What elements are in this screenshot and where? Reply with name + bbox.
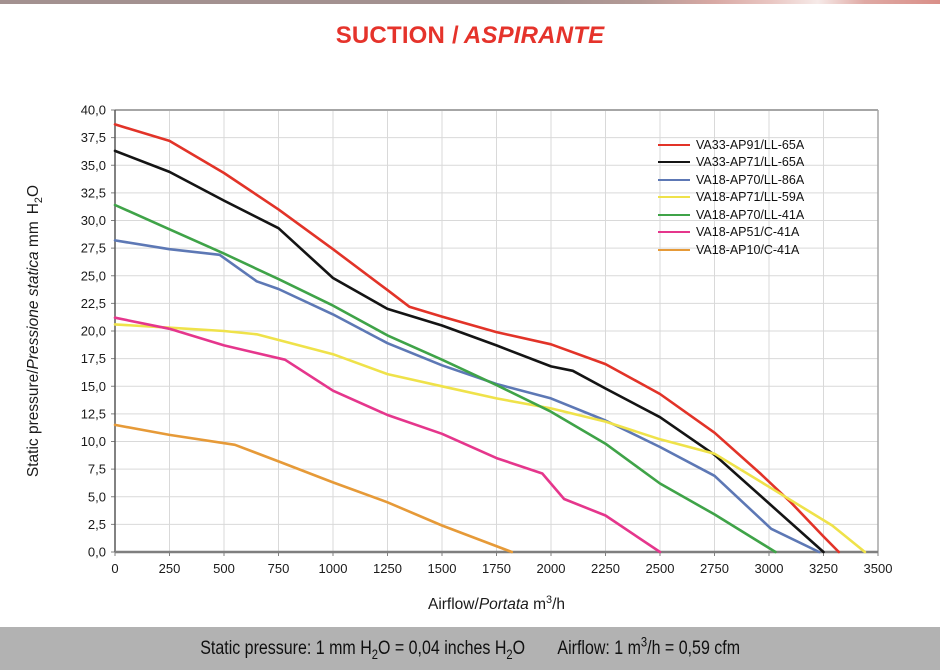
legend-line-swatch	[658, 161, 690, 164]
x-axis-title-en: Airflow/	[427, 596, 479, 614]
footer-airflow-eq: Airflow: 1 m3/h = 0,59 cfm	[557, 634, 740, 660]
series-line-VA33-AP71/LL-65A	[113, 149, 825, 554]
legend-item: VA18-AP70/LL-86A	[658, 171, 804, 189]
x-axis-unit-sup: 3	[546, 594, 553, 606]
conversion-footer-text: Static pressure: 1 mm H2O = 0,04 inches …	[200, 635, 740, 662]
legend-line-swatch	[658, 231, 690, 234]
x-tick-label: 3000	[755, 561, 784, 576]
y-tick-label: 35,0	[81, 158, 106, 173]
series-line-VA18-AP71/LL-59A	[113, 323, 867, 554]
legend-item: VA18-AP51/C-41A	[658, 224, 804, 242]
series-line-VA18-AP70/LL-41A	[113, 203, 777, 554]
y-tick-label: 0,0	[88, 545, 106, 560]
legend-line-swatch	[658, 143, 690, 146]
x-tick-label: 1500	[428, 561, 457, 576]
conversion-footer-bar: Static pressure: 1 mm H2O = 0,04 inches …	[0, 627, 940, 670]
x-tick-label: 1750	[482, 561, 511, 576]
x-tick-label: 0	[111, 561, 118, 576]
legend-line-swatch	[658, 213, 690, 216]
series-line-VA18-AP10/C-41A	[113, 423, 514, 554]
x-tick-label: 2250	[591, 561, 620, 576]
legend-item: VA18-AP10/C-41A	[658, 241, 804, 259]
legend-line-swatch	[658, 178, 690, 181]
y-tick-label: 2,5	[88, 517, 106, 532]
x-tick-label: 3500	[864, 561, 893, 576]
legend-label: VA18-AP70/LL-41A	[696, 207, 805, 222]
x-tick-label: 2000	[537, 561, 566, 576]
y-tick-label: 15,0	[81, 379, 106, 394]
y-tick-label: 7,5	[88, 462, 106, 477]
top-border-bar	[0, 0, 940, 4]
x-tick-label: 750	[268, 561, 290, 576]
series-line-VA33-AP91/LL-65A	[113, 123, 841, 554]
x-axis-unit-m: m	[533, 596, 547, 614]
x-axis-unit-h: /h	[552, 596, 565, 614]
legend-label: VA18-AP10/C-41A	[696, 242, 800, 257]
y-tick-label: 32,5	[81, 185, 106, 200]
legend-item: VA33-AP71/LL-65A	[658, 154, 804, 172]
y-tick-label: 25,0	[81, 268, 106, 283]
y-tick-label: 20,0	[81, 324, 106, 339]
x-tick-label: 1000	[319, 561, 348, 576]
chart-legend: VA33-AP91/LL-65A VA33-AP71/LL-65A VA18-AP7…	[658, 136, 804, 259]
x-tick-label: 250	[159, 561, 181, 576]
x-tick-label: 3250	[809, 561, 838, 576]
x-tick-label: 2750	[700, 561, 729, 576]
x-axis-title: Airflow/Portata m3/h	[115, 594, 878, 614]
x-tick-label: 500	[213, 561, 235, 576]
series-line-VA18-AP70/LL-86A	[113, 239, 821, 554]
legend-label: VA18-AP70/LL-86A	[696, 172, 805, 187]
y-tick-label: 27,5	[81, 241, 106, 256]
x-tick-label: 1250	[373, 561, 402, 576]
legend-item: VA18-AP70/LL-41A	[658, 206, 804, 224]
page-title-it: ASPIRANTE	[463, 22, 605, 49]
legend-label: VA33-AP71/LL-65A	[696, 155, 805, 170]
y-tick-label: 22,5	[81, 296, 106, 311]
footer-static-pressure-eq: Static pressure: 1 mm H2O = 0,04 inches …	[200, 637, 525, 663]
legend-item: VA33-AP91/LL-65A	[658, 136, 804, 154]
y-tick-label: 30,0	[81, 213, 106, 228]
y-tick-label: 5,0	[88, 489, 106, 504]
legend-label: VA33-AP91/LL-65A	[696, 137, 805, 152]
x-tick-label: 2500	[646, 561, 675, 576]
legend-label: VA18-AP51/C-41A	[696, 225, 800, 240]
legend-line-swatch	[658, 248, 690, 251]
y-tick-label: 40,0	[81, 103, 106, 118]
legend-label: VA18-AP71/LL-59A	[696, 190, 805, 205]
y-tick-label: 10,0	[81, 434, 106, 449]
series-line-VA18-AP51/C-41A	[113, 316, 662, 554]
page-title-en: SUCTION /	[335, 22, 459, 49]
y-tick-label: 12,5	[81, 406, 106, 421]
page-title: SUCTION / ASPIRANTE	[0, 22, 940, 50]
y-tick-label: 37,5	[81, 130, 106, 145]
x-axis-title-it: Portata	[478, 596, 529, 614]
legend-item: VA18-AP71/LL-59A	[658, 189, 804, 207]
legend-line-swatch	[658, 196, 690, 199]
y-tick-label: 17,5	[81, 351, 106, 366]
